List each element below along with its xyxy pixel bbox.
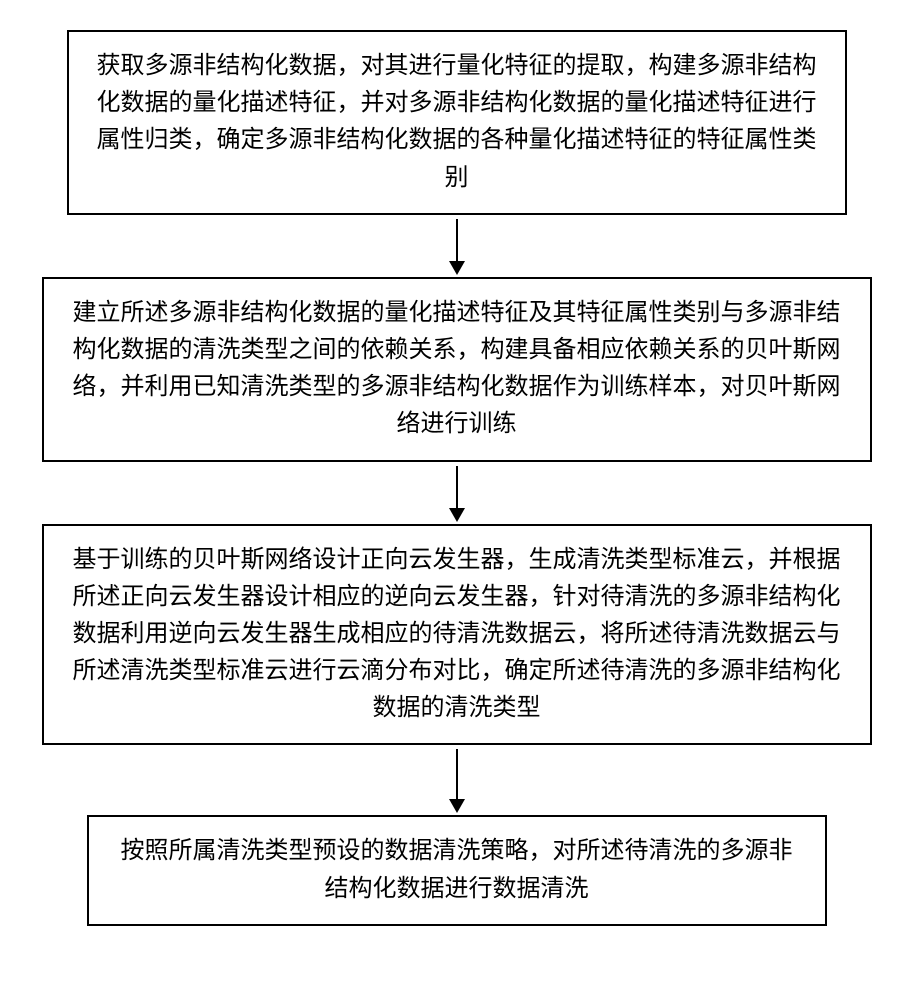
arrow-1-2 bbox=[449, 219, 465, 275]
arrow-head-icon bbox=[449, 799, 465, 813]
flow-step-2: 建立所述多源非结构化数据的量化描述特征及其特征属性类别与多源非结构化数据的清洗类… bbox=[42, 277, 872, 462]
flow-step-4: 按照所属清洗类型预设的数据清洗策略，对所述待清洗的多源非结构化数据进行数据清洗 bbox=[87, 815, 827, 925]
arrow-line bbox=[456, 466, 458, 508]
arrow-head-icon bbox=[449, 261, 465, 275]
arrow-line bbox=[456, 219, 458, 261]
arrow-line bbox=[456, 749, 458, 799]
flow-step-1: 获取多源非结构化数据，对其进行量化特征的提取，构建多源非结构化数据的量化描述特征… bbox=[67, 30, 847, 215]
arrow-head-icon bbox=[449, 508, 465, 522]
arrow-2-3 bbox=[449, 466, 465, 522]
arrow-3-4 bbox=[449, 749, 465, 813]
flowchart-container: 获取多源非结构化数据，对其进行量化特征的提取，构建多源非结构化数据的量化描述特征… bbox=[42, 30, 872, 926]
flow-step-3: 基于训练的贝叶斯网络设计正向云发生器，生成清洗类型标准云，并根据所述正向云发生器… bbox=[42, 524, 872, 746]
